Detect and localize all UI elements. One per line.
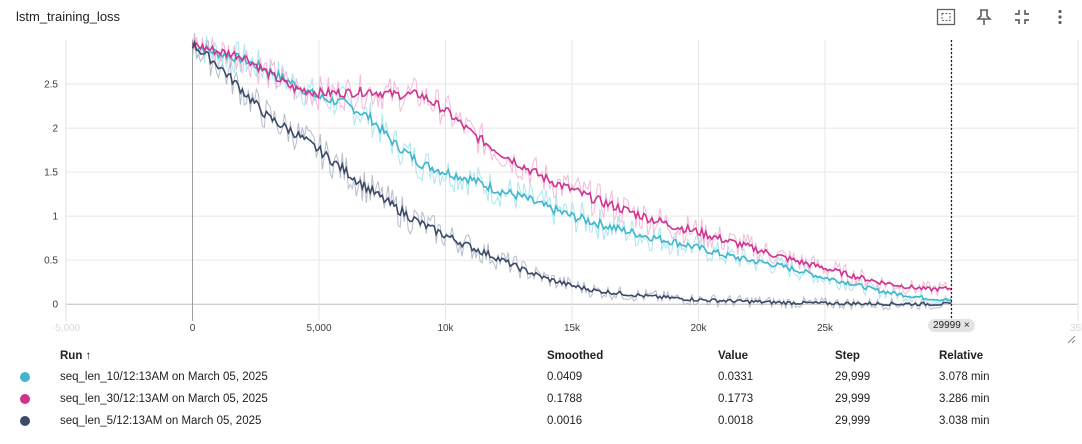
- run-column-header[interactable]: Run ↑: [60, 350, 92, 362]
- smoothed-value: 0.1788: [547, 393, 583, 405]
- step-value: 29,999: [835, 371, 871, 383]
- value-column-header[interactable]: Value: [718, 350, 749, 362]
- relative-column-header[interactable]: Relative: [939, 350, 984, 362]
- x-tick-label: 0: [190, 323, 196, 334]
- expand-icon: [1015, 10, 1029, 24]
- resize-handle-icon[interactable]: [1066, 334, 1076, 344]
- x-tick-label: 20k: [690, 323, 707, 334]
- raw-series-line: [192, 32, 952, 311]
- relative-time: 3.038 min: [939, 415, 990, 427]
- more-vert-icon: [1058, 9, 1062, 25]
- cursor-step-badge[interactable]: 29999 ×: [928, 319, 975, 332]
- series-line: [191, 41, 952, 293]
- color-column-header: [14, 346, 60, 366]
- run-color-dot: [20, 371, 30, 382]
- x-tick-label: -5,000: [52, 323, 81, 334]
- y-tick-label: 0: [52, 300, 58, 311]
- x-tick-label: 10k: [437, 323, 454, 334]
- x-tick-label: 5,000: [306, 323, 331, 334]
- step-value: 29,999: [835, 393, 871, 405]
- chart-axes: [65, 40, 193, 321]
- close-icon[interactable]: ×: [963, 320, 970, 331]
- chart-toolbar: [934, 6, 1072, 28]
- y-tick-label: 1.5: [44, 168, 58, 179]
- pin-button[interactable]: [972, 6, 996, 28]
- raw-value: 0.0018: [718, 415, 754, 427]
- y-tick-label: 2.5: [44, 80, 58, 91]
- chart-grid: [65, 40, 1079, 321]
- y-tick-label: 2: [52, 124, 58, 135]
- table-row: seq_len_5/12:13AM on March 05, 2025 0.00…: [14, 410, 1059, 432]
- run-color-dot: [20, 415, 30, 426]
- table-row: seq_len_10/12:13AM on March 05, 2025 0.0…: [14, 366, 1059, 388]
- more-options-button[interactable]: [1048, 6, 1072, 28]
- x-tick-label: 15k: [564, 323, 581, 334]
- raw-series-line: [192, 37, 952, 296]
- x-tick-label: 25k: [817, 323, 834, 334]
- table-row: seq_len_30/12:13AM on March 05, 2025 0.1…: [14, 388, 1059, 410]
- run-color-dot: [20, 393, 30, 404]
- fullscreen-button[interactable]: [1010, 6, 1034, 28]
- run-name: seq_len_5/12:13AM on March 05, 2025: [60, 415, 262, 427]
- x-tick-label: 35k: [1070, 323, 1082, 334]
- pin-icon: [976, 9, 992, 25]
- runs-table-header: Run ↑ Smoothed Value Step Relative: [14, 346, 1059, 366]
- raw-value: 0.0331: [718, 371, 754, 383]
- runs-table: Run ↑ Smoothed Value Step Relative seq_l…: [14, 346, 1059, 432]
- smoothed-series-layer: [191, 39, 953, 321]
- fit-domain-button[interactable]: [934, 6, 958, 28]
- fit-domain-icon: [936, 8, 956, 26]
- relative-time: 3.286 min: [939, 393, 990, 405]
- run-name: seq_len_10/12:13AM on March 05, 2025: [60, 371, 268, 383]
- tick-labels: 00.511.522.5-5,00005,00010k15k20k25k30k3…: [44, 80, 1082, 334]
- chart-card-title: lstm_training_loss: [16, 9, 121, 24]
- relative-time: 3.078 min: [939, 371, 990, 383]
- step-column-header[interactable]: Step: [835, 350, 860, 362]
- smoothed-column-header[interactable]: Smoothed: [547, 350, 604, 362]
- y-tick-label: 0.5: [44, 256, 58, 267]
- run-name: seq_len_30/12:13AM on March 05, 2025: [60, 393, 268, 405]
- smoothed-value: 0.0409: [547, 371, 583, 383]
- step-value: 29,999: [835, 415, 871, 427]
- y-tick-label: 1: [52, 212, 58, 223]
- raw-value: 0.1773: [718, 393, 754, 405]
- cursor-step-label: 29999: [933, 320, 961, 331]
- smoothed-value: 0.0016: [547, 415, 583, 427]
- line-chart[interactable]: 00.511.522.5-5,00005,00010k15k20k25k30k3…: [0, 30, 1082, 340]
- series-line: [191, 39, 952, 307]
